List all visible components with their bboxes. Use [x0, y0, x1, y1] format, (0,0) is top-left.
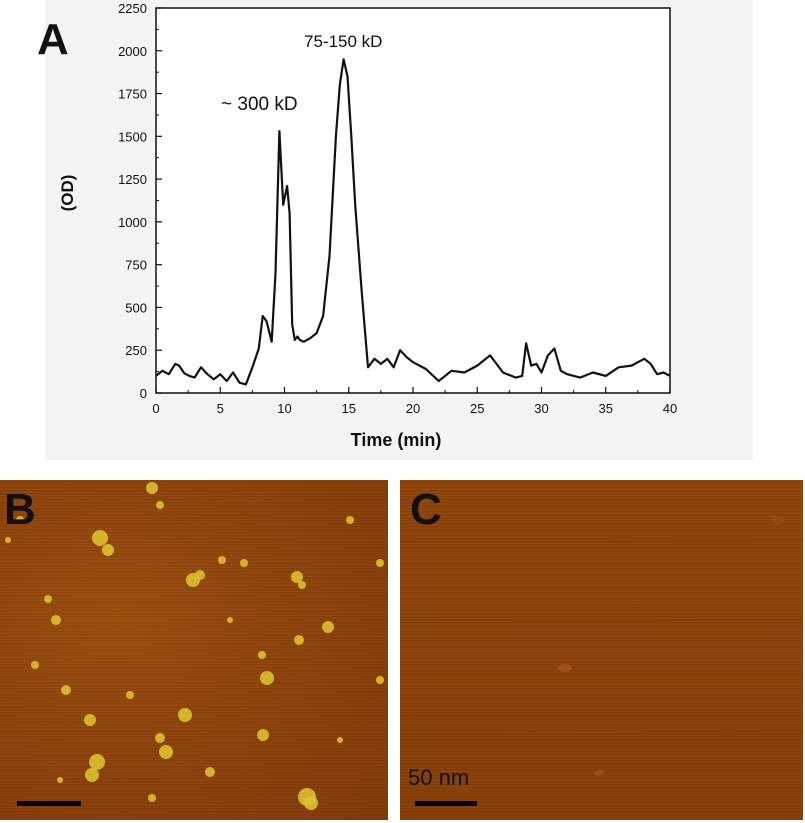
y-tick-label: 1000: [118, 215, 147, 230]
afm-particle: [227, 617, 233, 623]
afm-particle: [155, 733, 165, 743]
annotation-75-150-kd: 75-150 kD: [304, 32, 382, 51]
afm-particle: [205, 767, 215, 777]
y-tick-label: 500: [125, 300, 147, 315]
afm-particle: [159, 745, 173, 759]
x-tick-label: 30: [534, 401, 548, 416]
afm-particle: [195, 570, 205, 580]
afm-particle: [376, 676, 384, 684]
afm-particle: [146, 482, 158, 494]
panel-b-label: B: [4, 485, 36, 534]
annotation-300-kd: ~ 300 kD: [221, 94, 298, 115]
afm-particle: [44, 595, 52, 603]
y-tick-label: 2250: [118, 1, 147, 16]
scale-bar-b: [17, 801, 81, 806]
afm-particle: [57, 777, 63, 783]
afm-particle: [240, 559, 248, 567]
afm-particle: [5, 537, 11, 543]
afm-particle: [84, 714, 96, 726]
afm-image-c: C 50 nm: [400, 480, 803, 820]
x-tick-label: 35: [599, 401, 613, 416]
afm-particle: [291, 571, 303, 583]
afm-particle: [31, 661, 39, 669]
afm-particle: [178, 708, 192, 722]
afm-particle: [126, 691, 134, 699]
y-axis-title: (OD): [58, 175, 77, 212]
afm-particle: [16, 516, 24, 524]
x-tick-label: 25: [470, 401, 484, 416]
scale-bar-label: 50 nm: [408, 765, 470, 790]
x-tick-label: 5: [217, 401, 224, 416]
y-tick-label: 1750: [118, 87, 147, 102]
afm-particle: [102, 544, 114, 556]
afm-particle: [51, 615, 61, 625]
afm-particles-b: [5, 482, 384, 810]
x-tick-label: 10: [277, 401, 291, 416]
afm-particle: [294, 635, 304, 645]
afm-particle: [346, 516, 354, 524]
y-tick-label: 250: [125, 343, 147, 358]
chromatogram-panel: 0 5 10 15 20 25 30 35 40 0 250 500 750 1000 1250 1500 17…: [37, 0, 753, 460]
y-tick-label: 1250: [118, 172, 147, 187]
afm-image-b: B: [0, 480, 388, 820]
afm-particle: [156, 501, 164, 509]
afm-particle: [148, 794, 156, 802]
plot-area: [155, 7, 671, 394]
afm-particle: [258, 651, 266, 659]
y-tick-label: 750: [125, 258, 147, 273]
afm-particle: [322, 621, 334, 633]
panel-a-label: A: [37, 15, 69, 64]
chromatogram-line: [155, 58, 671, 386]
afm-particle: [337, 737, 343, 743]
y-tick-label: 2000: [118, 44, 147, 59]
panel-c-label: C: [410, 485, 442, 534]
scale-bar-c: [415, 801, 477, 806]
afm-particle: [61, 685, 71, 695]
y-tick-label: 1500: [118, 129, 147, 144]
x-axis-title: Time (min): [351, 430, 442, 450]
x-tick-label: 20: [406, 401, 420, 416]
x-tick-label: 0: [152, 401, 159, 416]
afm-particle: [92, 530, 108, 546]
x-tick-label: 15: [342, 401, 356, 416]
afm-particle: [298, 581, 306, 589]
y-tick-label: 0: [140, 386, 147, 401]
afm-particle: [257, 729, 269, 741]
afm-particle: [218, 556, 226, 564]
x-tick-label: 40: [663, 401, 677, 416]
afm-particle: [85, 768, 99, 782]
afm-particle: [376, 559, 384, 567]
afm-particle: [260, 671, 274, 685]
afm-particle: [304, 796, 318, 810]
afm-particle: [89, 754, 105, 770]
chromatogram-chart: 0 5 10 15 20 25 30 35 40 0 250 500 750 1000 1250 1500 17…: [58, 1, 677, 450]
